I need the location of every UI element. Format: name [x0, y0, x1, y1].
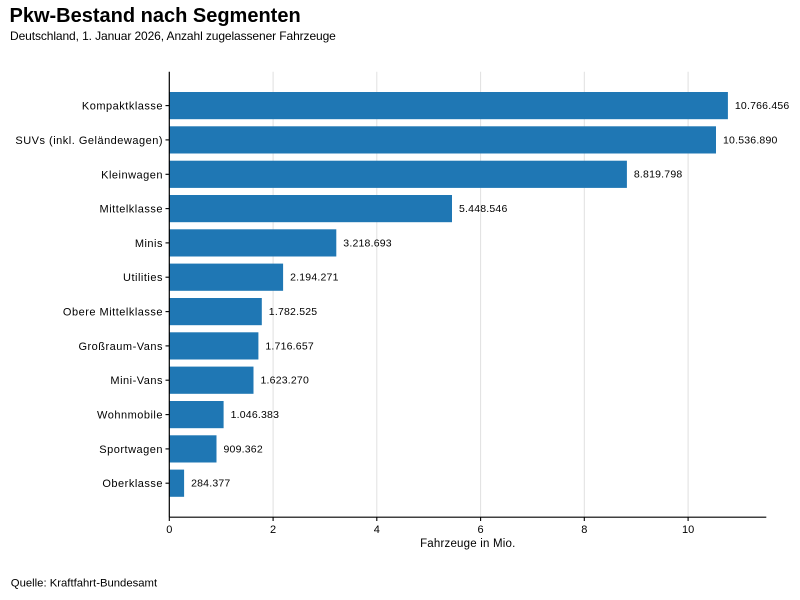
- svg-text:1.782.525: 1.782.525: [269, 306, 318, 318]
- svg-text:8: 8: [581, 524, 587, 536]
- svg-text:Kompaktklasse: Kompaktklasse: [82, 101, 163, 113]
- svg-text:8.819.798: 8.819.798: [634, 169, 683, 181]
- svg-text:Großraum-Vans: Großraum-Vans: [78, 341, 163, 353]
- svg-text:Quelle: Kraftfahrt-Bundesamt: Quelle: Kraftfahrt-Bundesamt: [11, 577, 158, 589]
- svg-text:909.362: 909.362: [224, 443, 263, 455]
- svg-text:Mittelklasse: Mittelklasse: [100, 204, 163, 216]
- svg-text:284.377: 284.377: [191, 478, 230, 490]
- svg-text:0: 0: [166, 524, 172, 536]
- svg-text:Deutschland, 1. Januar 2026, A: Deutschland, 1. Januar 2026, Anzahl zuge…: [10, 29, 336, 43]
- svg-text:2: 2: [270, 524, 276, 536]
- svg-text:6: 6: [478, 524, 484, 536]
- svg-text:10: 10: [682, 524, 694, 536]
- svg-text:Wohnmobile: Wohnmobile: [97, 410, 163, 422]
- svg-text:Utilities: Utilities: [123, 272, 163, 284]
- svg-text:1.046.383: 1.046.383: [231, 409, 280, 421]
- svg-text:10.536.890: 10.536.890: [723, 134, 778, 146]
- svg-text:1.716.657: 1.716.657: [265, 340, 314, 352]
- svg-text:2.194.271: 2.194.271: [290, 272, 339, 284]
- svg-text:Fahrzeuge in Mio.: Fahrzeuge in Mio.: [420, 538, 515, 550]
- svg-text:Oberklasse: Oberklasse: [102, 478, 163, 490]
- svg-text:4: 4: [374, 524, 380, 536]
- svg-text:Mini-Vans: Mini-Vans: [110, 375, 163, 387]
- svg-text:Kleinwagen: Kleinwagen: [101, 169, 163, 181]
- svg-text:SUVs (inkl. Geländewagen): SUVs (inkl. Geländewagen): [15, 135, 163, 147]
- svg-text:Minis: Minis: [135, 238, 163, 250]
- svg-text:5.448.546: 5.448.546: [459, 203, 508, 215]
- svg-text:1.623.270: 1.623.270: [261, 375, 310, 387]
- svg-text:10.766.456: 10.766.456: [735, 100, 790, 112]
- svg-text:Pkw-Bestand nach Segmenten: Pkw-Bestand nach Segmenten: [10, 5, 301, 27]
- svg-text:Sportwagen: Sportwagen: [99, 444, 163, 456]
- svg-text:3.218.693: 3.218.693: [343, 237, 392, 249]
- svg-text:Obere Mittelklasse: Obere Mittelklasse: [63, 307, 163, 319]
